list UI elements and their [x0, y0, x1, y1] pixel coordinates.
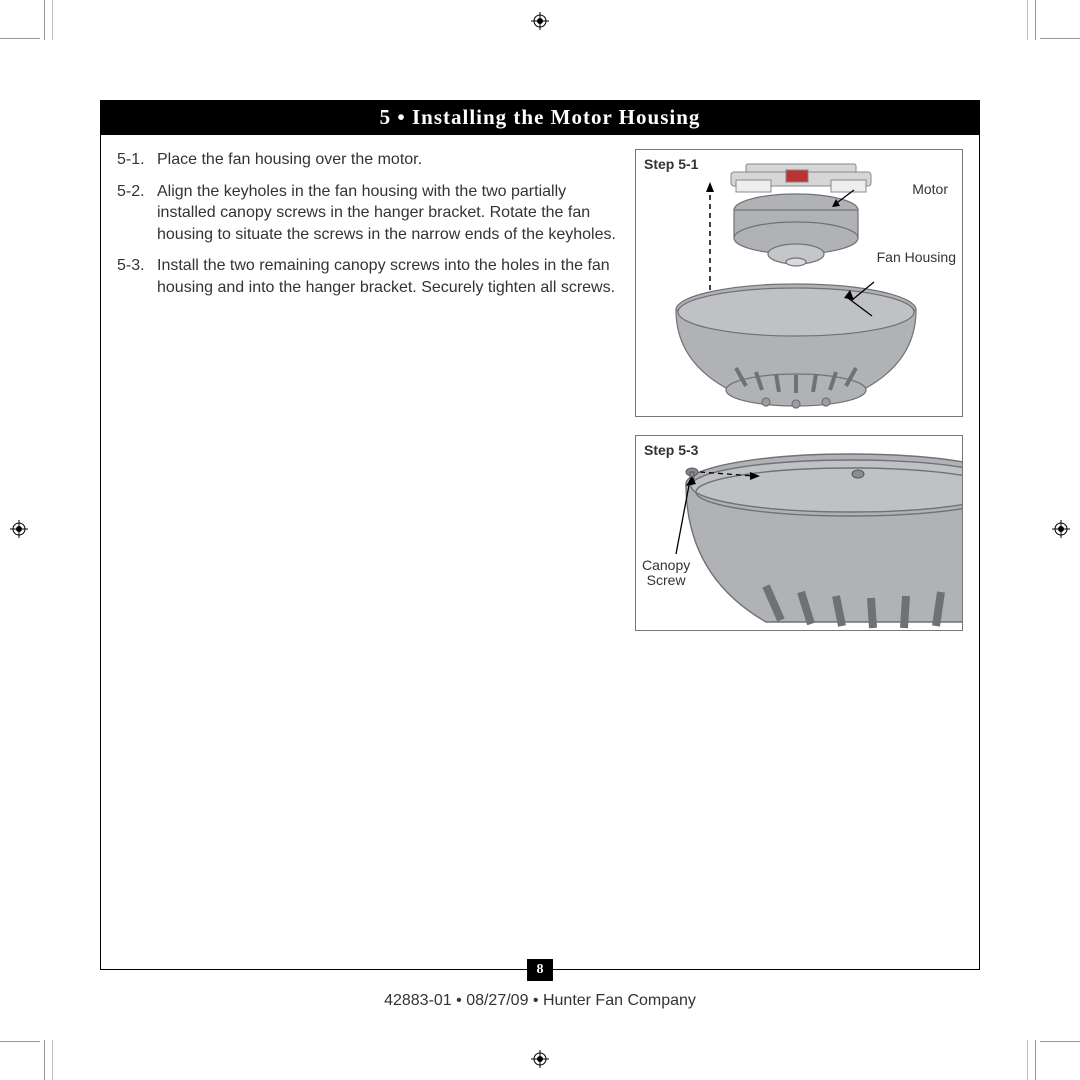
step-text: Place the fan housing over the motor.	[157, 149, 621, 171]
page-frame: 5 • Installing the Motor Housing 5-1. Pl…	[100, 100, 980, 970]
figures-column: Step 5-1	[635, 149, 963, 649]
callout-canopy-screw: Canopy Screw	[642, 558, 690, 589]
step-item: 5-3. Install the two remaining canopy sc…	[117, 255, 621, 298]
step-item: 5-2. Align the keyholes in the fan housi…	[117, 181, 621, 246]
diagram-5-3-icon	[636, 436, 962, 631]
callout-motor: Motor	[912, 182, 948, 197]
figure-5-1: Step 5-1	[635, 149, 963, 417]
step-number: 5-3.	[117, 255, 157, 298]
step-text: Install the two remaining canopy screws …	[157, 255, 621, 298]
instructions-column: 5-1. Place the fan housing over the moto…	[117, 149, 621, 649]
registration-mark-icon	[1052, 520, 1070, 538]
section-title: 5 • Installing the Motor Housing	[101, 101, 979, 135]
figure-label: Step 5-3	[644, 442, 698, 458]
step-text: Align the keyholes in the fan housing wi…	[157, 181, 621, 246]
page-number: 8	[527, 959, 553, 981]
registration-mark-icon	[531, 1050, 549, 1068]
step-item: 5-1. Place the fan housing over the moto…	[117, 149, 621, 171]
registration-mark-icon	[10, 520, 28, 538]
figure-5-3: Step 5-3	[635, 435, 963, 631]
footer-text: 42883-01 • 08/27/09 • Hunter Fan Company	[0, 992, 1080, 1010]
figure-label: Step 5-1	[644, 156, 698, 172]
registration-mark-icon	[531, 12, 549, 30]
step-number: 5-2.	[117, 181, 157, 246]
step-number: 5-1.	[117, 149, 157, 171]
callout-fan-housing: Fan Housing	[877, 250, 956, 265]
